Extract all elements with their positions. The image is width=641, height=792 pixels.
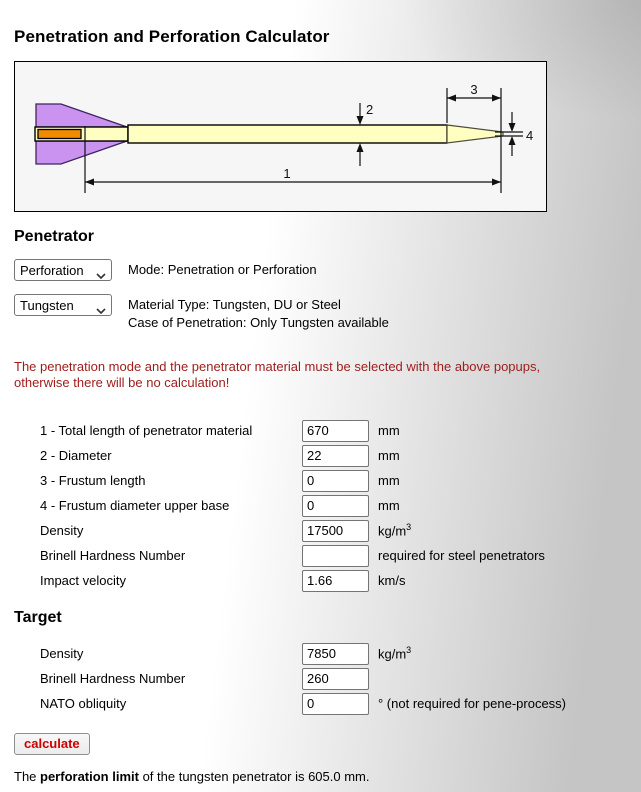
material-select-row: Tungsten Material Type: Tungsten, DU or …: [14, 294, 641, 332]
field-label: Brinell Hardness Number: [40, 671, 186, 686]
brinell-input[interactable]: [302, 544, 369, 567]
penetrator-heading: Penetrator: [14, 228, 95, 245]
material-note-line2: Case of Penetration: Only Tungsten avail…: [128, 315, 389, 330]
material-note-line1: Material Type: Tungsten, DU or Steel: [128, 297, 341, 312]
unit-text: kg/m: [378, 523, 407, 539]
unit-text: mm: [378, 473, 400, 488]
target-brinell-input[interactable]: [302, 667, 369, 690]
fin-lower: [35, 140, 128, 165]
field-row-frustum-diameter: 4 - Frustum diameter upper base mm: [14, 493, 641, 518]
field-unit: km/s: [378, 573, 405, 588]
impact-velocity-input[interactable]: [302, 569, 369, 592]
density-input[interactable]: [302, 519, 369, 542]
unit-text: required for steel penetrators: [378, 548, 545, 563]
field-unit: mm: [378, 448, 400, 463]
material-select-wrap: Tungsten: [14, 294, 112, 316]
field-unit: required for steel penetrators: [378, 548, 545, 563]
unit-text: mm: [378, 423, 400, 438]
dim-label-3: 3: [470, 82, 477, 97]
warning-message: The penetration mode and the penetrator …: [14, 359, 541, 390]
calculate-button[interactable]: calculate: [14, 733, 90, 755]
penetrator-diagram: 2 3 4 1: [14, 61, 547, 212]
nato-obliquity-input[interactable]: [302, 692, 369, 715]
diameter-input[interactable]: [302, 444, 369, 467]
penetrator-fields: 1 - Total length of penetrator material …: [14, 418, 641, 593]
result-prefix: The: [14, 769, 41, 784]
field-unit: ° (not required for pene-process): [378, 696, 566, 711]
nose-cone: [446, 124, 504, 144]
field-label: 3 - Frustum length: [40, 473, 146, 488]
field-label: Density: [40, 523, 84, 538]
mode-note: Mode: Penetration or Perforation: [128, 262, 317, 277]
unit-superscript: 3: [406, 645, 412, 656]
dim-label-4: 4: [526, 128, 533, 143]
unit-text: km/s: [378, 573, 406, 588]
unit-text: kg/m: [378, 646, 407, 662]
mode-select[interactable]: Perforation: [14, 259, 112, 281]
material-select[interactable]: Tungsten: [14, 294, 112, 316]
material-note: Material Type: Tungsten, DU or Steel Cas…: [128, 294, 389, 332]
result-text: The perforation limit of the tungsten pe…: [14, 769, 641, 784]
fin-upper: [35, 103, 128, 128]
unit-text: mm: [378, 498, 400, 513]
total-length-input[interactable]: [302, 419, 369, 442]
frustum-diameter-input[interactable]: [302, 494, 369, 517]
field-label: 4 - Frustum diameter upper base: [40, 498, 230, 513]
field-label: NATO obliquity: [40, 696, 127, 711]
page-title: Penetration and Perforation Calculator: [14, 27, 330, 46]
field-row-density: Density kg/m3: [14, 518, 641, 543]
target-fields: Density kg/m3 Brinell Hardness Number NA…: [14, 641, 641, 716]
field-row-diameter: 2 - Diameter mm: [14, 443, 641, 468]
field-row-nato-obliquity: NATO obliquity ° (not required for pene-…: [14, 691, 641, 716]
result-bold: perforation limit: [40, 769, 139, 784]
field-label: 2 - Diameter: [40, 448, 112, 463]
target-density-input[interactable]: [302, 642, 369, 665]
field-row-brinell: Brinell Hardness Number required for ste…: [14, 543, 641, 568]
penetrator-diagram-svg: 2 3 4 1: [34, 82, 533, 193]
field-row-target-brinell: Brinell Hardness Number: [14, 666, 641, 691]
insert-block: [37, 128, 82, 140]
unit-superscript: 3: [406, 522, 412, 533]
field-row-total-length: 1 - Total length of penetrator material …: [14, 418, 641, 443]
frustum-length-input[interactable]: [302, 469, 369, 492]
unit-text: mm: [378, 448, 400, 463]
main-rod: [127, 124, 448, 144]
field-row-frustum-length: 3 - Frustum length mm: [14, 468, 641, 493]
field-unit: kg/m3: [378, 645, 411, 661]
dimension-lines: [84, 88, 523, 193]
field-label: Density: [40, 646, 84, 661]
field-row-target-density: Density kg/m3: [14, 641, 641, 666]
field-unit: mm: [378, 473, 400, 488]
dim-label-2: 2: [366, 102, 373, 117]
field-unit: mm: [378, 423, 400, 438]
field-unit: kg/m3: [378, 522, 411, 538]
dim-label-1: 1: [283, 166, 290, 181]
field-unit: mm: [378, 498, 400, 513]
result-suffix: of the tungsten penetrator is 605.0 mm.: [138, 769, 370, 784]
field-row-impact-velocity: Impact velocity km/s: [14, 568, 641, 593]
field-label: Brinell Hardness Number: [40, 548, 186, 563]
mode-select-row: Perforation Mode: Penetration or Perfora…: [14, 259, 641, 281]
target-heading: Target: [14, 609, 62, 626]
unit-text: ° (not required for pene-process): [378, 696, 567, 711]
field-label: 1 - Total length of penetrator material: [40, 423, 253, 438]
mode-select-wrap: Perforation: [14, 259, 112, 281]
field-label: Impact velocity: [40, 573, 126, 588]
